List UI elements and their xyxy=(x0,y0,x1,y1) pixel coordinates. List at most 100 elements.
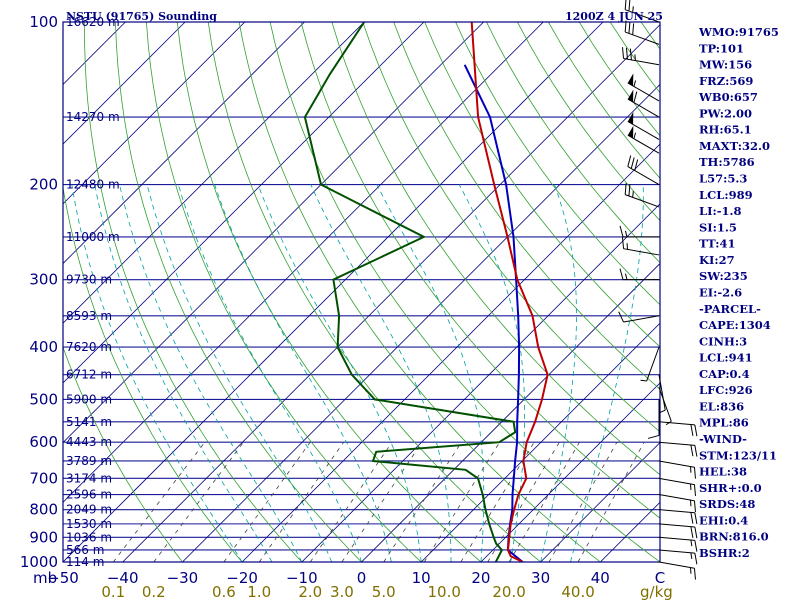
plot-frame xyxy=(62,21,661,563)
moist-adiabat-line xyxy=(214,184,392,562)
index-entry: KI:27 xyxy=(699,253,735,267)
height-label: 11000 m xyxy=(66,230,120,244)
moist-adiabat-line xyxy=(570,184,644,562)
wind-barb xyxy=(658,374,666,414)
isotherm-line xyxy=(63,22,425,384)
isotherm-line xyxy=(301,203,660,562)
dry-adiabat-line xyxy=(269,22,660,562)
pressure-tick-label: 100 xyxy=(29,13,58,31)
wind-barb-full xyxy=(694,526,698,539)
index-entry: FRZ:569 xyxy=(699,74,753,88)
wind-barb xyxy=(658,421,698,437)
moist-adiabat-line xyxy=(146,184,332,562)
mixing-ratio-label: 10.0 xyxy=(428,583,461,600)
wind-barb-half xyxy=(633,80,637,87)
valid-time: 1200Z 4 JUN 25 xyxy=(565,10,663,23)
temperature-tick-label: −10 xyxy=(286,569,318,587)
height-label: 8593 m xyxy=(66,309,112,323)
wind-barb-full xyxy=(624,20,627,33)
station-title: NSTU (91765) Sounding xyxy=(66,10,217,23)
mixing-ratio-line xyxy=(223,441,311,562)
temperature-tick-label: −50 xyxy=(47,569,79,587)
wind-barb-full xyxy=(628,0,631,12)
height-label: 1530 m xyxy=(66,517,112,531)
isotherm-line xyxy=(241,143,660,562)
wind-barb xyxy=(658,509,698,525)
isotherm-line xyxy=(63,22,484,444)
dry-adiabat-line xyxy=(207,22,541,562)
wind-barb-full xyxy=(694,553,698,565)
wind-barb xyxy=(619,268,659,281)
mixing-ratio-label: 5.0 xyxy=(372,583,396,600)
wind-barb-staff xyxy=(623,315,660,323)
moist-adiabat-line xyxy=(376,184,485,562)
wind-barb-staff xyxy=(623,248,660,256)
height-label: 1036 m xyxy=(66,530,112,544)
sounding-traces xyxy=(303,22,549,562)
wind-barb-full xyxy=(690,512,694,524)
wind-barb-staff xyxy=(658,441,695,446)
index-entry: L57:5.3 xyxy=(699,172,747,186)
mixing-ratio-line xyxy=(460,441,535,562)
wind-barb xyxy=(618,311,660,323)
isotherm-line xyxy=(63,22,544,503)
mixing-ratio-unit-label: g/kg xyxy=(640,583,673,600)
wind-barb-staff xyxy=(627,166,660,185)
wind-barb xyxy=(647,399,660,439)
wind-barb-full xyxy=(624,0,627,10)
pressure-tick-label: 300 xyxy=(29,271,58,289)
wind-barb-full xyxy=(694,540,698,552)
wind-barb-staff xyxy=(658,549,695,554)
height-label: 12480 m xyxy=(66,178,120,192)
index-entry: LFC:926 xyxy=(699,383,753,397)
height-label: 14270 m xyxy=(66,110,120,124)
wind-barb-staff xyxy=(658,460,695,468)
wind-barb-flag xyxy=(627,73,634,86)
wind-barb-half xyxy=(633,132,637,139)
wind-barb xyxy=(658,549,698,565)
wind-barb xyxy=(627,125,660,154)
pressure-tick-label: 1000 xyxy=(20,553,58,571)
dry-adiabat-line xyxy=(238,22,601,562)
wind-barb-full xyxy=(694,512,698,525)
wind-barb-full xyxy=(632,23,635,35)
temperature-tick-label: 10 xyxy=(412,569,431,587)
wind-barb-staff xyxy=(658,523,695,528)
wind-barb-full xyxy=(647,434,660,439)
wind-barb-half xyxy=(659,409,666,414)
wind-barb-staff xyxy=(658,421,695,426)
wind-barb-staff xyxy=(625,9,660,23)
wind-barb-staff xyxy=(625,194,660,208)
wind-barb-half xyxy=(632,191,634,198)
index-entry: CAP:0.4 xyxy=(699,367,750,381)
wind-barb xyxy=(624,0,660,23)
wind-barb xyxy=(658,477,696,497)
wind-barb-staff xyxy=(658,477,695,486)
wind-barb xyxy=(658,494,696,513)
wind-barb-full xyxy=(624,183,627,195)
wind-barb xyxy=(627,89,660,118)
mixing-ratio-label: 3.0 xyxy=(330,583,354,600)
height-label: 9730 m xyxy=(66,273,112,287)
wind-barb-full xyxy=(634,159,639,171)
wind-barb xyxy=(624,20,660,45)
wind-barb-staff xyxy=(646,346,660,382)
isotherm-line xyxy=(361,262,660,562)
wind-barb-full xyxy=(693,467,696,479)
wind-barb xyxy=(658,387,672,426)
wind-barb-full xyxy=(693,484,696,497)
index-entry: SHR+:0.0 xyxy=(699,481,762,495)
height-label: 4443 m xyxy=(66,435,112,449)
height-label: 7620 m xyxy=(66,340,112,354)
temperature-tick-label: −20 xyxy=(226,569,258,587)
isotherm-line xyxy=(420,322,660,562)
wind-barb xyxy=(619,225,659,238)
dry-adiabat-line xyxy=(63,346,183,562)
index-entry: RH:65.1 xyxy=(699,123,752,137)
wind-barb-full xyxy=(622,237,625,249)
wind-barb xyxy=(622,237,660,256)
wind-barb-full xyxy=(694,445,698,457)
moist-adiabat-line xyxy=(257,184,422,562)
wind-barb-staff xyxy=(625,31,660,45)
wind-barb-half xyxy=(625,230,628,238)
